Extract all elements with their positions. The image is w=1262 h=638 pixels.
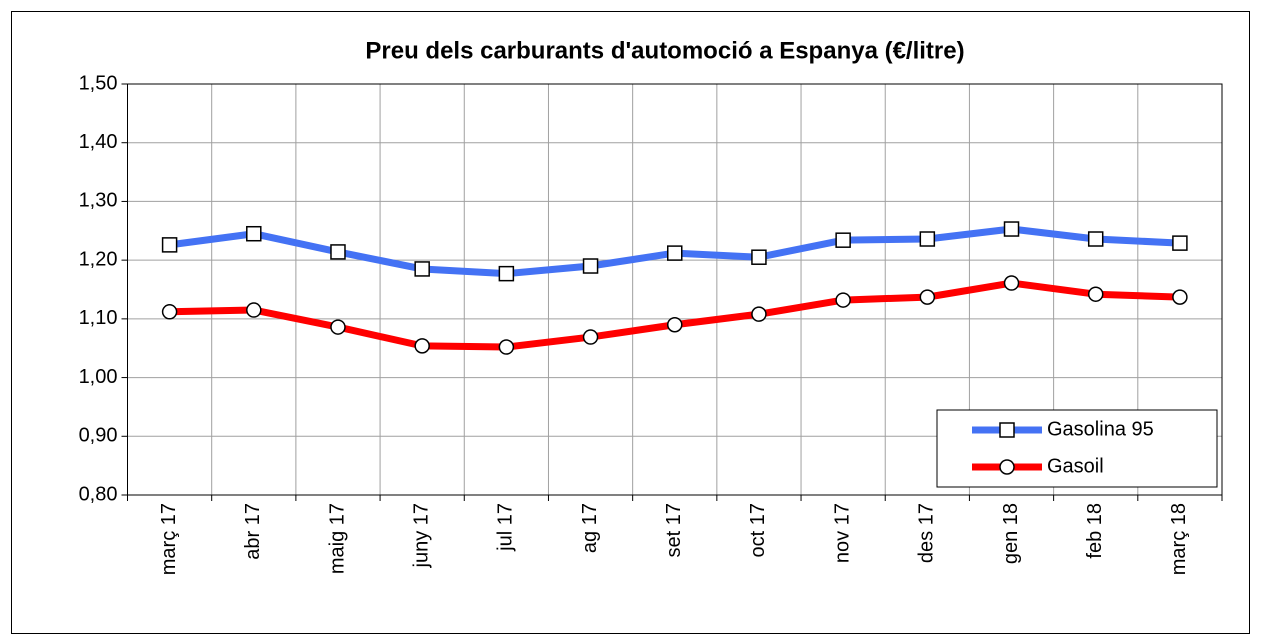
legend: Gasolina 95 Gasoil (936, 409, 1218, 488)
x-tick-label: maig 17 (326, 503, 348, 574)
x-tick-label: oct 17 (747, 503, 769, 557)
y-tick-label: 0,90 (79, 425, 118, 447)
marker (751, 306, 767, 322)
plot-border (127, 83, 1223, 496)
y-tick-label: 1,30 (79, 190, 118, 212)
marker (667, 316, 683, 333)
x-tick-label: nov 17 (831, 503, 853, 563)
y-tick-label: 1,00 (79, 366, 118, 388)
marker (246, 302, 262, 318)
x-tick-label: feb 18 (1084, 503, 1106, 559)
marker (161, 304, 178, 320)
x-tick-label: ag 17 (579, 503, 601, 553)
x-tick-label: març 17 (158, 503, 180, 575)
marker (161, 237, 178, 253)
chart-title: Preu dels carburants d'automoció a Espan… (365, 37, 964, 64)
x-tick-label: abr 17 (242, 503, 264, 560)
y-tick-label: 1,40 (79, 131, 118, 153)
legend-box (936, 409, 1218, 488)
marker (414, 261, 430, 277)
marker (498, 339, 515, 355)
x-tick-label: gen 18 (1000, 503, 1022, 564)
x-tick-label: set 17 (663, 503, 685, 557)
marker (919, 231, 936, 247)
y-tick-label: 1,10 (79, 307, 118, 329)
y-tick-label: 1,50 (79, 72, 118, 94)
marker (1003, 221, 1020, 237)
x-tick-label: des 17 (916, 503, 938, 563)
marker (582, 329, 599, 345)
marker (582, 258, 599, 274)
legend-label: Gasolina 95 (1047, 418, 1154, 440)
marker (414, 338, 430, 354)
marker (246, 225, 262, 242)
x-tick-label: juny 17 (410, 503, 432, 569)
marker (1087, 286, 1104, 302)
marker (835, 292, 851, 308)
marker (667, 245, 683, 261)
marker (751, 249, 767, 265)
marker (330, 244, 346, 260)
x-tick-label: jul 17 (495, 503, 517, 552)
marker (1087, 231, 1104, 247)
y-tick-label: 0,80 (79, 483, 118, 505)
marker (835, 232, 851, 248)
marker (999, 459, 1015, 475)
marker (919, 289, 936, 305)
marker (1003, 275, 1020, 291)
marker (1172, 289, 1188, 305)
y-tick-label: 1,20 (79, 248, 118, 270)
marker (330, 319, 346, 335)
x-tick-label: març 18 (1168, 503, 1190, 575)
marker (999, 422, 1015, 438)
legend-label: Gasoil (1047, 455, 1104, 477)
marker (498, 265, 515, 282)
marker (1172, 235, 1188, 251)
